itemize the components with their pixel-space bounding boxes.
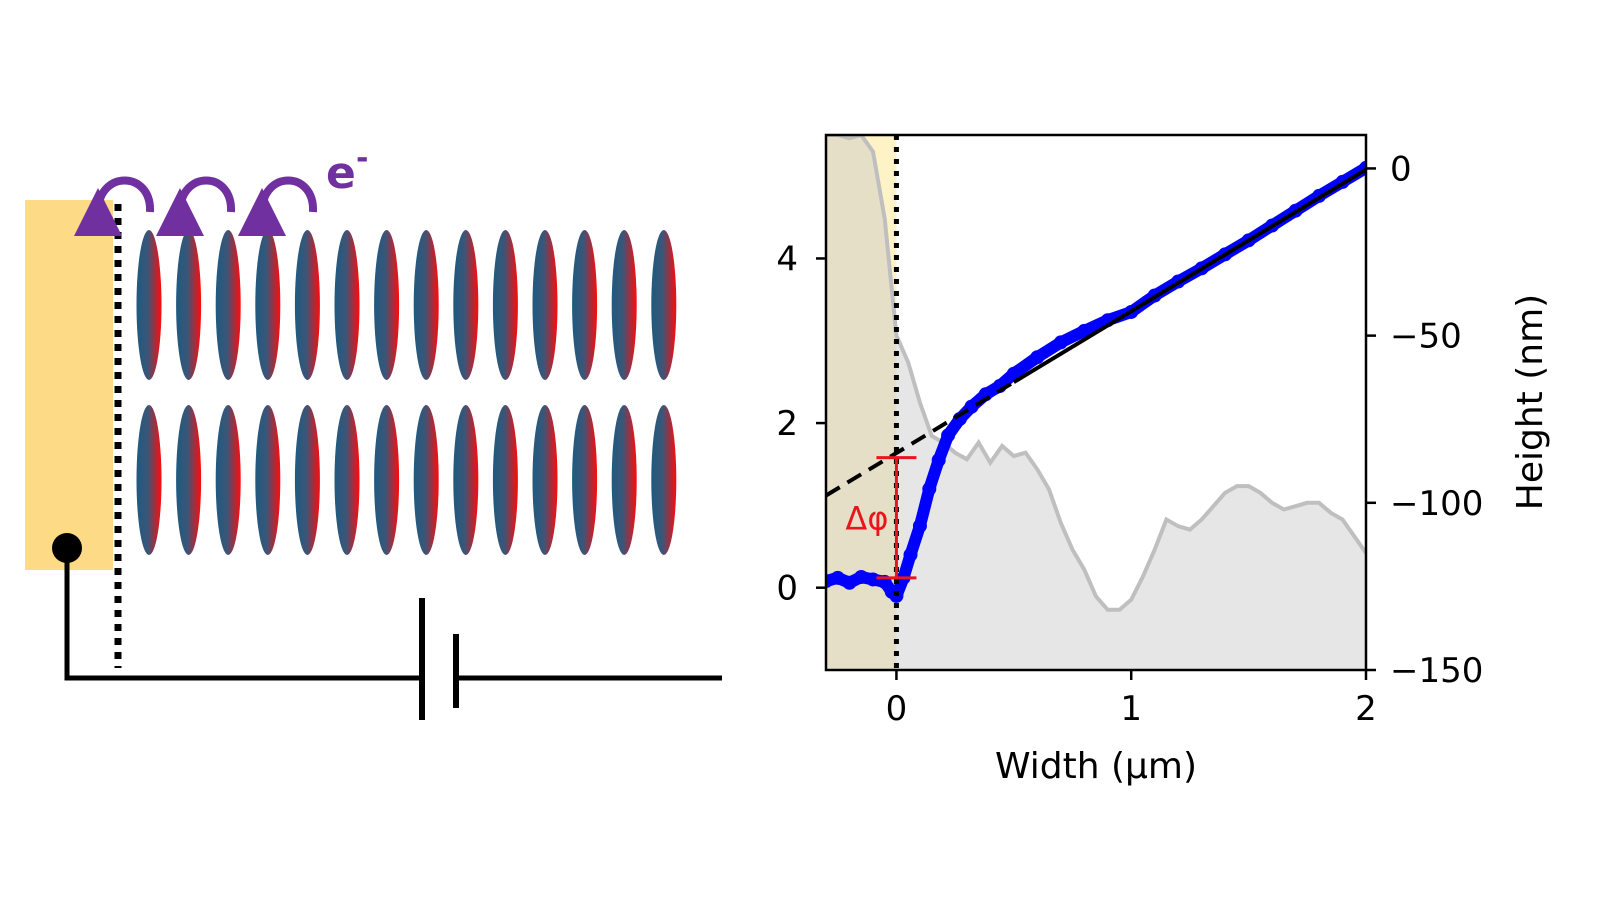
circuit bbox=[52, 533, 722, 720]
molecule bbox=[334, 230, 360, 380]
y-axis-left: 0 2 4 bbox=[776, 239, 826, 609]
potential-height-chart: Δφ 0 1 2 0 2 4 0 −50 −100 −150 Width (μm) Heigh… bbox=[776, 133, 1551, 787]
molecule bbox=[215, 230, 241, 380]
wire-left bbox=[64, 548, 422, 681]
molecule-array bbox=[136, 230, 677, 555]
y-right-tick-label: −50 bbox=[1390, 317, 1462, 357]
molecule bbox=[492, 230, 518, 380]
molecule bbox=[413, 230, 439, 380]
x-tick-label: 0 bbox=[886, 689, 908, 729]
delta-phi-label: Δφ bbox=[845, 500, 888, 538]
molecule bbox=[651, 405, 677, 555]
molecule bbox=[215, 405, 241, 555]
molecule bbox=[374, 405, 400, 555]
molecule bbox=[572, 230, 598, 380]
molecule bbox=[334, 405, 360, 555]
molecule bbox=[176, 405, 202, 555]
x-axis-label: Width (μm) bbox=[995, 746, 1197, 787]
molecule bbox=[255, 230, 281, 380]
molecule bbox=[294, 230, 320, 380]
electrode bbox=[25, 200, 113, 570]
height-profile-area bbox=[826, 135, 1366, 670]
x-axis: 0 1 2 bbox=[886, 670, 1377, 729]
plot-frame bbox=[824, 133, 1368, 672]
y-tick-label: 4 bbox=[776, 239, 798, 279]
electron-label: e bbox=[326, 148, 356, 199]
electron-charge-sign: - bbox=[356, 141, 368, 176]
y-axis-right-label: Height (nm) bbox=[1510, 294, 1551, 510]
x-tick-label: 2 bbox=[1355, 689, 1377, 729]
molecule bbox=[492, 405, 518, 555]
molecule bbox=[532, 405, 558, 555]
molecule bbox=[453, 230, 479, 380]
molecule bbox=[453, 405, 479, 555]
molecule bbox=[611, 230, 637, 380]
y-tick-label: 2 bbox=[776, 404, 798, 444]
y-right-tick-label: −100 bbox=[1390, 484, 1483, 524]
molecule bbox=[136, 230, 162, 380]
device-schematic: e - bbox=[25, 141, 722, 720]
molecule bbox=[176, 230, 202, 380]
delta-phi-annotation: Δφ bbox=[845, 456, 917, 580]
hop-arrow-icon bbox=[73, 176, 155, 237]
y-right-tick-label: 0 bbox=[1390, 149, 1412, 189]
hop-arrow-icon bbox=[237, 176, 318, 237]
molecule bbox=[136, 405, 162, 555]
height-profile-line bbox=[826, 135, 1366, 612]
y-tick-label: 0 bbox=[776, 569, 798, 609]
linear-fit-extrapolation bbox=[826, 380, 1015, 498]
molecule bbox=[374, 230, 400, 380]
y-axis-right: 0 −50 −100 −150 bbox=[1366, 149, 1483, 691]
molecule bbox=[611, 405, 637, 555]
hop-arrow-icon bbox=[155, 176, 236, 237]
molecule bbox=[294, 405, 320, 555]
molecule bbox=[572, 405, 598, 555]
electron-hopping-arrows bbox=[73, 176, 318, 237]
x-tick-label: 1 bbox=[1120, 689, 1142, 729]
molecule bbox=[532, 230, 558, 380]
y-right-tick-label: −150 bbox=[1390, 651, 1483, 691]
molecule bbox=[255, 405, 281, 555]
molecule bbox=[651, 230, 677, 380]
linear-fit-solid bbox=[1012, 167, 1366, 384]
molecule bbox=[413, 405, 439, 555]
